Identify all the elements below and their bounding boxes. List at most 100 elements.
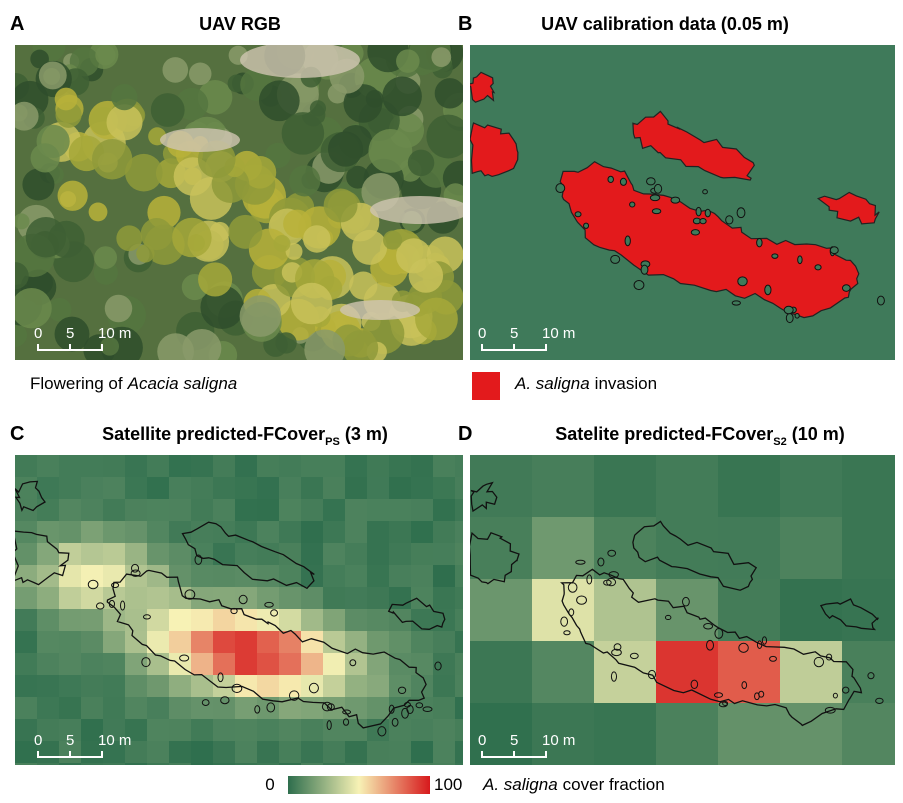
cover-cell [191,697,214,720]
canopy [26,217,66,257]
cover-cell [169,675,192,698]
patch-outline [738,277,747,286]
canopy [198,262,232,296]
cover-cell [103,477,126,500]
cover-cell [191,631,214,654]
cover-cell [367,543,390,566]
canopy [409,258,443,292]
cover-cell [842,703,903,766]
cover-cell [301,675,324,698]
patch-outline [726,216,733,224]
cover-cell [780,517,843,580]
scale-label: 0 [478,732,486,749]
patch-outline [772,254,778,259]
cover-cell [169,741,192,764]
caption-text: Flowering of [30,374,123,393]
cover-cell [257,675,280,698]
cover-cell [81,521,104,544]
cover-cell [213,653,236,676]
cover-cell [367,653,390,676]
cover-cell [389,455,412,478]
cover-cell [411,521,434,544]
panel-b-map [468,45,895,360]
cover-cell [81,609,104,632]
cover-cell [37,697,60,720]
cover-cell [125,675,148,698]
cover-cell [470,579,533,642]
cover-cell [169,697,192,720]
caption-text: invasion [595,374,657,393]
cover-cell [125,697,148,720]
canopy [324,188,358,222]
cover-cell [718,517,781,580]
cover-cell [257,719,280,742]
cover-cell [257,609,280,632]
cover-cell [257,455,280,478]
cover-cell [59,609,82,632]
cover-cell [191,521,214,544]
cover-cell [103,543,126,566]
patch-outline [654,184,661,193]
cover-cell [594,641,657,704]
cover-cell [367,587,390,610]
patch-outline [620,178,626,185]
patch-outline [877,296,884,305]
cover-cell [15,609,38,632]
cover-cell [59,499,82,522]
canopy [22,169,54,201]
cover-cell [470,455,533,518]
cover-cell [433,587,456,610]
cover-cell [323,719,346,742]
cover-cell [81,455,104,478]
cover-cell [433,741,456,764]
cover-cell [125,587,148,610]
cover-cell [301,653,324,676]
canopy [111,84,137,110]
cover-cell [257,741,280,764]
cover-cell [842,641,903,704]
cover-cell [213,719,236,742]
canopy [162,57,188,83]
cover-cell [433,697,456,720]
cover-cell [323,477,346,500]
scale-label: 10 m [98,732,131,749]
cover-cell [433,675,456,698]
scale-label: 10 m [542,732,575,749]
canopy [291,283,333,325]
cover-cell [433,631,456,654]
canopy [435,78,465,108]
canopy [89,203,108,222]
cover-cell [411,631,434,654]
cover-cell [389,477,412,500]
cover-cell [235,719,258,742]
cover-cell [191,609,214,632]
patch-outline [798,256,802,264]
cover-cell [367,565,390,588]
cover-cell [81,499,104,522]
cover-cell [235,763,258,786]
cover-cell [213,455,236,478]
cover-cell [367,609,390,632]
patch-outline [784,306,793,314]
cover-cell [191,499,214,522]
bare-ground [160,128,240,152]
cover-cell [411,499,434,522]
cover-cell [191,741,214,764]
scale-label: 0 [478,325,486,342]
cover-cell [279,455,302,478]
cover-cell [532,455,595,518]
cover-cell [433,521,456,544]
title-main: Satelite predicted-FCover [555,424,773,444]
patch-outline [696,207,701,215]
patch-outline [575,212,581,217]
cover-cell [147,499,170,522]
cover-cell [59,631,82,654]
cover-cell [103,653,126,676]
panel-title: Satelite predicted-FCoverS2(10 m) [555,424,845,448]
cover-cell [147,719,170,742]
cover-cell [323,741,346,764]
cover-cell [301,521,324,544]
cover-cell [389,565,412,588]
cover-cell [147,697,170,720]
